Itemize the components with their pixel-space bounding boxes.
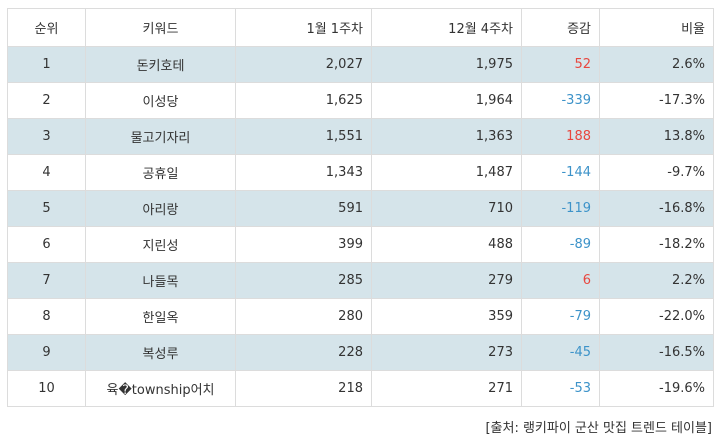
table-body: 1 돈키호테 2,027 1,975 52 2.6% 2 이성당 1,625 1,964 -339-… [7, 46, 714, 407]
cell-week-b: 1,487 [371, 154, 522, 191]
cell-keyword: 한일옥 [85, 298, 236, 335]
cell-week-b: 488 [371, 226, 522, 263]
cell-week-a: 399 [235, 226, 372, 263]
table-header: 순위 키워드 1월 1주차 12월 4주차 증감 비율 [7, 8, 714, 47]
table-row: 4 공휴일 1,343 1,487 -144 -9.7% [7, 154, 714, 191]
cell-rank: 3 [7, 118, 86, 155]
cell-week-a: 1,625 [235, 82, 372, 119]
cell-change: -144 [521, 154, 600, 191]
cell-rank: 10 [7, 370, 86, 407]
table-row: 7 나들목 285 279 6 2.2% [7, 262, 714, 299]
cell-keyword: 나들목 [85, 262, 236, 299]
cell-week-b: 359 [371, 298, 522, 335]
cell-keyword: 이성당 [85, 82, 236, 119]
cell-ratio: 2.6% [599, 46, 714, 83]
cell-change: 188 [521, 118, 600, 155]
cell-week-a: 2,027 [235, 46, 372, 83]
cell-week-a: 285 [235, 262, 372, 299]
cell-keyword: 지린성 [85, 226, 236, 263]
cell-ratio: -16.5% [599, 334, 714, 371]
table-row: 1 돈키호테 2,027 1,975 52 2.6% [7, 46, 714, 83]
cell-week-a: 1,343 [235, 154, 372, 191]
cell-ratio: 2.2% [599, 262, 714, 299]
cell-keyword: 육�township어치 [85, 370, 236, 407]
cell-rank: 6 [7, 226, 86, 263]
cell-ratio: -19.6% [599, 370, 714, 407]
table-row: 10 육�township어치 218 271 -53 -19.6% [7, 370, 714, 407]
cell-week-a: 280 [235, 298, 372, 335]
cell-keyword: 돈키호테 [85, 46, 236, 83]
table-row: 6 지린성 399 488 -89 -18.2% [7, 226, 714, 263]
cell-week-b: 1,975 [371, 46, 522, 83]
header-change: 증감 [521, 8, 600, 47]
table-row: 5 아리랑 591 710 -119 -16.8% [7, 190, 714, 227]
header-row: 순위 키워드 1월 1주차 12월 4주차 증감 비율 [7, 8, 714, 47]
cell-week-a: 591 [235, 190, 372, 227]
cell-week-b: 273 [371, 334, 522, 371]
cell-week-b: 1,363 [371, 118, 522, 155]
cell-keyword: 아리랑 [85, 190, 236, 227]
cell-ratio: -18.2% [599, 226, 714, 263]
trend-table-container: 순위 키워드 1월 1주차 12월 4주차 증감 비율 1 돈키호테 2,027 1,… [7, 8, 714, 407]
cell-week-a: 228 [235, 334, 372, 371]
header-week-a: 1월 1주차 [235, 8, 372, 47]
cell-rank: 9 [7, 334, 86, 371]
cell-rank: 7 [7, 262, 86, 299]
cell-rank: 4 [7, 154, 86, 191]
cell-rank: 2 [7, 82, 86, 119]
cell-rank: 8 [7, 298, 86, 335]
header-week-b: 12월 4주차 [371, 8, 522, 47]
cell-change: -339 [521, 82, 600, 119]
cell-change: -119 [521, 190, 600, 227]
cell-rank: 5 [7, 190, 86, 227]
header-ratio: 비율 [599, 8, 714, 47]
source-caption: [출처: 랭키파이 군산 맛집 트렌드 테이블] [485, 421, 712, 436]
header-keyword: 키워드 [85, 8, 236, 47]
cell-ratio: -9.7% [599, 154, 714, 191]
cell-week-b: 279 [371, 262, 522, 299]
table-row: 9 복성루 228 273 -45 -16.5% [7, 334, 714, 371]
table-row: 8 한일옥 280 359 -79 -22.0% [7, 298, 714, 335]
cell-change: -89 [521, 226, 600, 263]
cell-ratio: -16.8% [599, 190, 714, 227]
cell-week-b: 710 [371, 190, 522, 227]
cell-keyword: 공휴일 [85, 154, 236, 191]
cell-change: 6 [521, 262, 600, 299]
cell-week-a: 218 [235, 370, 372, 407]
cell-change: -45 [521, 334, 600, 371]
keyword-trend-table: 순위 키워드 1월 1주차 12월 4주차 증감 비율 1 돈키호테 2,027 1,… [7, 8, 714, 407]
cell-change: -79 [521, 298, 600, 335]
cell-ratio: -17.3% [599, 82, 714, 119]
cell-keyword: 물고기자리 [85, 118, 236, 155]
cell-keyword: 복성루 [85, 334, 236, 371]
cell-week-b: 271 [371, 370, 522, 407]
table-row: 2 이성당 1,625 1,964 -339 -17.3% [7, 82, 714, 119]
cell-ratio: -22.0% [599, 298, 714, 335]
cell-rank: 1 [7, 46, 86, 83]
header-rank: 순위 [7, 8, 86, 47]
cell-week-b: 1,964 [371, 82, 522, 119]
cell-change: 52 [521, 46, 600, 83]
cell-ratio: 13.8% [599, 118, 714, 155]
cell-week-a: 1,551 [235, 118, 372, 155]
cell-change: -53 [521, 370, 600, 407]
table-row: 3 물고기자리 1,551 1,363 188 13.8% [7, 118, 714, 155]
